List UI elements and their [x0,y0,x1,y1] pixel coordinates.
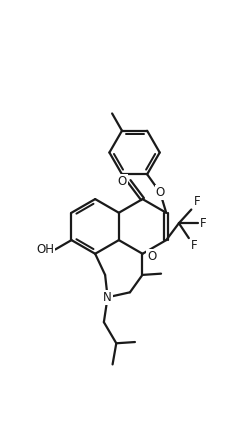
Text: OH: OH [36,243,54,256]
Text: F: F [194,195,200,208]
Text: O: O [147,250,156,263]
Text: N: N [103,291,112,304]
Text: O: O [156,186,165,199]
Text: O: O [117,175,127,188]
Text: F: F [191,239,198,253]
Text: F: F [200,217,207,230]
